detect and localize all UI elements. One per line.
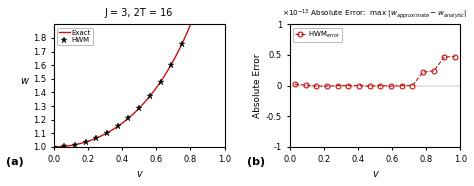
- Title: J = 3, 2T = 16: J = 3, 2T = 16: [105, 8, 173, 18]
- Line: HWM$_{error}$: HWM$_{error}$: [292, 54, 457, 89]
- HWM$_{error}$: [356, 84, 362, 87]
- HWM$_{error}$: [313, 85, 319, 87]
- HWM$_{error}$: [452, 56, 458, 58]
- Y-axis label: Absolute Error: Absolute Error: [253, 53, 262, 118]
- Exact: [107, 131, 112, 133]
- Exact: [158, 80, 164, 82]
- Line: HWM: HWM: [51, 0, 228, 150]
- Text: (a): (a): [6, 157, 24, 167]
- HWM: [72, 144, 78, 146]
- Text: (b): (b): [247, 157, 265, 167]
- Title: $\times10^{-13}$ Absolute Error:  max $|w_{approximate}-w_{analytic}|$: $\times10^{-13}$ Absolute Error: max $|w…: [283, 7, 468, 21]
- HWM$_{error}$: [431, 70, 437, 72]
- HWM$_{error}$: [324, 85, 330, 87]
- HWM$_{error}$: [377, 84, 383, 87]
- HWM: [147, 95, 153, 97]
- HWM: [179, 43, 185, 45]
- X-axis label: v: v: [372, 169, 378, 179]
- HWM: [190, 18, 195, 21]
- HWM$_{error}$: [292, 83, 298, 85]
- HWM: [115, 125, 121, 127]
- HWM$_{error}$: [303, 84, 309, 86]
- Legend: Exact, HWM: Exact, HWM: [57, 28, 93, 45]
- Exact: [118, 123, 124, 125]
- HWM: [168, 63, 174, 66]
- Exact: [174, 53, 180, 55]
- Legend: HWM$_{error}$: HWM$_{error}$: [293, 28, 342, 42]
- HWM: [83, 141, 89, 143]
- HWM$_{error}$: [420, 71, 426, 73]
- HWM: [93, 137, 99, 139]
- HWM$_{error}$: [388, 85, 394, 87]
- HWM: [51, 146, 56, 148]
- Exact: [51, 146, 56, 148]
- HWM$_{error}$: [335, 84, 340, 87]
- Line: Exact: Exact: [54, 0, 225, 147]
- HWM$_{error}$: [442, 56, 447, 58]
- X-axis label: v: v: [137, 169, 142, 179]
- HWM$_{error}$: [346, 84, 351, 87]
- Y-axis label: w: w: [20, 76, 28, 86]
- HWM: [104, 132, 110, 134]
- HWM: [158, 81, 164, 83]
- HWM$_{error}$: [410, 84, 415, 87]
- HWM: [137, 107, 142, 109]
- HWM$_{error}$: [367, 85, 373, 87]
- HWM: [62, 145, 67, 147]
- HWM: [126, 117, 131, 119]
- Exact: [72, 144, 77, 146]
- HWM$_{error}$: [399, 84, 405, 87]
- Exact: [175, 51, 181, 53]
